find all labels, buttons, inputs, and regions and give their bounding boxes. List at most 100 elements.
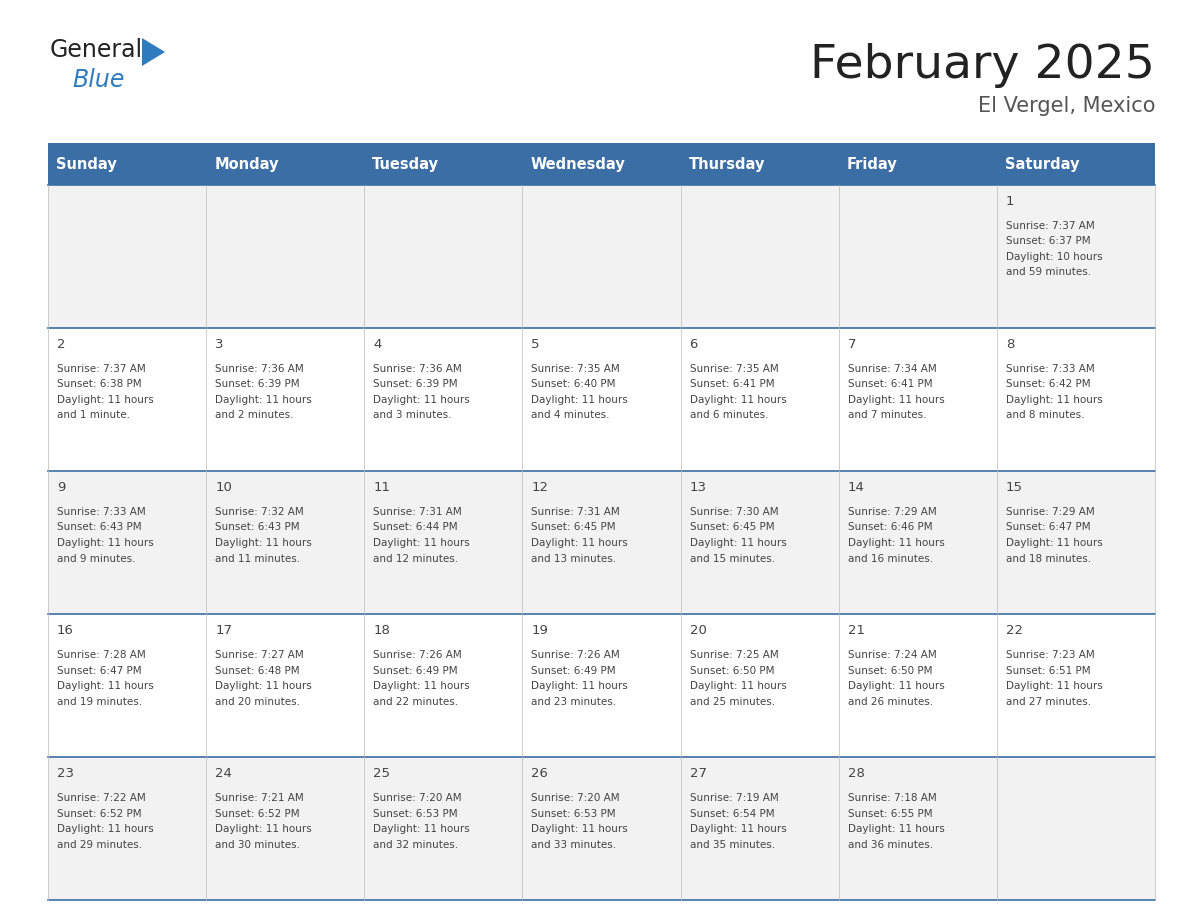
Text: 14: 14 bbox=[848, 481, 865, 494]
Text: Daylight: 11 hours: Daylight: 11 hours bbox=[848, 395, 944, 405]
Text: and 16 minutes.: and 16 minutes. bbox=[848, 554, 933, 564]
Text: Daylight: 11 hours: Daylight: 11 hours bbox=[57, 538, 153, 548]
Text: and 11 minutes.: and 11 minutes. bbox=[215, 554, 301, 564]
Text: and 1 minute.: and 1 minute. bbox=[57, 410, 129, 420]
Text: Daylight: 11 hours: Daylight: 11 hours bbox=[1006, 538, 1102, 548]
Text: and 8 minutes.: and 8 minutes. bbox=[1006, 410, 1085, 420]
Text: and 22 minutes.: and 22 minutes. bbox=[373, 697, 459, 707]
Text: Sunset: 6:51 PM: Sunset: 6:51 PM bbox=[1006, 666, 1091, 676]
Text: and 12 minutes.: and 12 minutes. bbox=[373, 554, 459, 564]
Bar bbox=[681, 143, 839, 185]
Bar bbox=[365, 614, 523, 757]
Text: Sunset: 6:55 PM: Sunset: 6:55 PM bbox=[848, 809, 933, 819]
Text: 12: 12 bbox=[531, 481, 549, 494]
Bar bbox=[839, 328, 997, 471]
Text: Sunset: 6:41 PM: Sunset: 6:41 PM bbox=[689, 379, 775, 389]
Text: Sunset: 6:44 PM: Sunset: 6:44 PM bbox=[373, 522, 457, 532]
Text: 26: 26 bbox=[531, 767, 549, 780]
Text: and 27 minutes.: and 27 minutes. bbox=[1006, 697, 1091, 707]
Text: Sunrise: 7:37 AM: Sunrise: 7:37 AM bbox=[57, 364, 146, 374]
Polygon shape bbox=[143, 38, 165, 66]
Bar bbox=[207, 757, 365, 900]
Bar bbox=[207, 328, 365, 471]
Text: and 30 minutes.: and 30 minutes. bbox=[215, 839, 301, 849]
Text: and 20 minutes.: and 20 minutes. bbox=[215, 697, 301, 707]
Bar bbox=[523, 471, 681, 614]
Text: Sunset: 6:37 PM: Sunset: 6:37 PM bbox=[1006, 237, 1091, 247]
Text: 7: 7 bbox=[848, 338, 857, 351]
Text: Daylight: 11 hours: Daylight: 11 hours bbox=[57, 681, 153, 691]
Bar bbox=[839, 143, 997, 185]
Text: Monday: Monday bbox=[214, 156, 279, 172]
Text: Sunrise: 7:28 AM: Sunrise: 7:28 AM bbox=[57, 650, 146, 660]
Text: Sunrise: 7:35 AM: Sunrise: 7:35 AM bbox=[531, 364, 620, 374]
Text: and 33 minutes.: and 33 minutes. bbox=[531, 839, 617, 849]
Bar bbox=[681, 471, 839, 614]
Text: Saturday: Saturday bbox=[1005, 156, 1080, 172]
Text: Sunrise: 7:37 AM: Sunrise: 7:37 AM bbox=[1006, 221, 1094, 231]
Text: Sunrise: 7:19 AM: Sunrise: 7:19 AM bbox=[689, 793, 778, 803]
Text: Sunrise: 7:36 AM: Sunrise: 7:36 AM bbox=[373, 364, 462, 374]
Bar bbox=[839, 614, 997, 757]
Text: 22: 22 bbox=[1006, 624, 1023, 637]
Text: 16: 16 bbox=[57, 624, 74, 637]
Text: and 32 minutes.: and 32 minutes. bbox=[373, 839, 459, 849]
Text: Sunrise: 7:33 AM: Sunrise: 7:33 AM bbox=[1006, 364, 1094, 374]
Text: Sunrise: 7:31 AM: Sunrise: 7:31 AM bbox=[373, 507, 462, 517]
Text: and 26 minutes.: and 26 minutes. bbox=[848, 697, 933, 707]
Text: Sunrise: 7:36 AM: Sunrise: 7:36 AM bbox=[215, 364, 304, 374]
Text: Sunrise: 7:33 AM: Sunrise: 7:33 AM bbox=[57, 507, 146, 517]
Text: Sunrise: 7:29 AM: Sunrise: 7:29 AM bbox=[1006, 507, 1094, 517]
Text: and 13 minutes.: and 13 minutes. bbox=[531, 554, 617, 564]
Text: and 15 minutes.: and 15 minutes. bbox=[689, 554, 775, 564]
Text: Daylight: 11 hours: Daylight: 11 hours bbox=[373, 681, 470, 691]
Text: Daylight: 11 hours: Daylight: 11 hours bbox=[215, 538, 312, 548]
Bar bbox=[681, 185, 839, 328]
Text: Daylight: 11 hours: Daylight: 11 hours bbox=[531, 681, 628, 691]
Text: 15: 15 bbox=[1006, 481, 1023, 494]
Bar bbox=[207, 143, 365, 185]
Text: Sunset: 6:50 PM: Sunset: 6:50 PM bbox=[689, 666, 775, 676]
Text: Sunrise: 7:23 AM: Sunrise: 7:23 AM bbox=[1006, 650, 1094, 660]
Text: and 3 minutes.: and 3 minutes. bbox=[373, 410, 451, 420]
Bar bbox=[681, 328, 839, 471]
Text: Daylight: 11 hours: Daylight: 11 hours bbox=[531, 824, 628, 834]
Text: Daylight: 11 hours: Daylight: 11 hours bbox=[1006, 681, 1102, 691]
Text: and 59 minutes.: and 59 minutes. bbox=[1006, 267, 1091, 277]
Text: Daylight: 11 hours: Daylight: 11 hours bbox=[689, 824, 786, 834]
Text: Sunset: 6:43 PM: Sunset: 6:43 PM bbox=[57, 522, 141, 532]
Text: 1: 1 bbox=[1006, 195, 1015, 208]
Text: Sunset: 6:42 PM: Sunset: 6:42 PM bbox=[1006, 379, 1091, 389]
Text: Sunset: 6:39 PM: Sunset: 6:39 PM bbox=[215, 379, 299, 389]
Bar bbox=[365, 185, 523, 328]
Text: Sunset: 6:45 PM: Sunset: 6:45 PM bbox=[689, 522, 775, 532]
Bar bbox=[839, 185, 997, 328]
Text: 4: 4 bbox=[373, 338, 381, 351]
Text: 17: 17 bbox=[215, 624, 232, 637]
Text: Daylight: 11 hours: Daylight: 11 hours bbox=[848, 681, 944, 691]
Text: 23: 23 bbox=[57, 767, 74, 780]
Text: Tuesday: Tuesday bbox=[372, 156, 440, 172]
Bar bbox=[523, 614, 681, 757]
Text: and 9 minutes.: and 9 minutes. bbox=[57, 554, 135, 564]
Text: and 6 minutes.: and 6 minutes. bbox=[689, 410, 769, 420]
Text: Sunset: 6:52 PM: Sunset: 6:52 PM bbox=[215, 809, 299, 819]
Text: February 2025: February 2025 bbox=[810, 43, 1155, 88]
Text: Daylight: 11 hours: Daylight: 11 hours bbox=[215, 681, 312, 691]
Text: Sunset: 6:47 PM: Sunset: 6:47 PM bbox=[1006, 522, 1091, 532]
Text: Friday: Friday bbox=[847, 156, 897, 172]
Bar bbox=[207, 185, 365, 328]
Text: 5: 5 bbox=[531, 338, 539, 351]
Text: El Vergel, Mexico: El Vergel, Mexico bbox=[978, 96, 1155, 116]
Text: Sunset: 6:49 PM: Sunset: 6:49 PM bbox=[531, 666, 617, 676]
Text: Sunrise: 7:31 AM: Sunrise: 7:31 AM bbox=[531, 507, 620, 517]
Text: Sunset: 6:46 PM: Sunset: 6:46 PM bbox=[848, 522, 933, 532]
Text: and 36 minutes.: and 36 minutes. bbox=[848, 839, 933, 849]
Bar bbox=[997, 328, 1155, 471]
Text: Daylight: 11 hours: Daylight: 11 hours bbox=[1006, 395, 1102, 405]
Text: 21: 21 bbox=[848, 624, 865, 637]
Bar bbox=[48, 143, 207, 185]
Bar bbox=[681, 757, 839, 900]
Bar bbox=[365, 143, 523, 185]
Text: 13: 13 bbox=[689, 481, 707, 494]
